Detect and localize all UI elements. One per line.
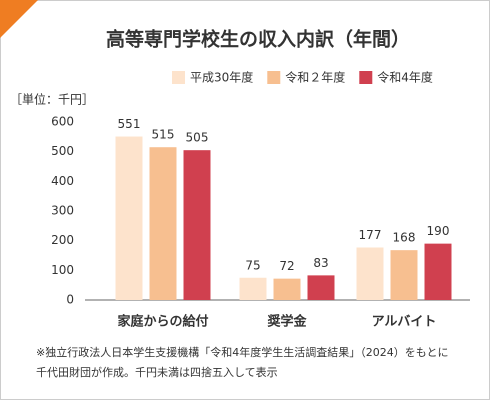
bar bbox=[390, 250, 418, 300]
legend-swatch bbox=[172, 71, 185, 84]
x-tick-label: アルバイト bbox=[372, 315, 437, 330]
value-label: 75 bbox=[245, 258, 260, 272]
bar bbox=[149, 147, 177, 300]
y-tick-label: 300 bbox=[51, 204, 74, 218]
legend-swatch bbox=[267, 71, 281, 84]
value-label: 177 bbox=[359, 228, 382, 242]
legend-swatch bbox=[359, 71, 373, 84]
y-axis-label: ［単位：千円］ bbox=[10, 92, 94, 107]
value-label: 515 bbox=[152, 128, 175, 142]
x-tick-label: 奨学金 bbox=[266, 314, 307, 330]
y-tick-label: 100 bbox=[51, 263, 74, 277]
bar bbox=[115, 136, 143, 300]
y-tick-label: 500 bbox=[51, 144, 74, 158]
y-tick-label: 400 bbox=[51, 174, 74, 188]
value-label: 190 bbox=[427, 224, 450, 238]
bar bbox=[183, 150, 211, 300]
value-label: 72 bbox=[279, 259, 294, 273]
chart-title: 高等専門学校生の収入内訳（年間） bbox=[106, 28, 410, 51]
corner-triangle bbox=[0, 0, 38, 38]
value-label: 83 bbox=[313, 256, 328, 270]
note: 千代田財団が作成。千円未満は四捨五入して表示 bbox=[36, 365, 278, 379]
legend-label: 平成30年度 bbox=[190, 70, 253, 85]
value-label: 551 bbox=[118, 117, 141, 131]
y-tick-label: 600 bbox=[51, 115, 74, 129]
bar bbox=[356, 247, 384, 300]
x-tick-label: 家庭からの給付 bbox=[117, 314, 208, 330]
bar bbox=[424, 243, 452, 300]
bar bbox=[307, 275, 335, 300]
y-tick-label: 200 bbox=[51, 233, 74, 247]
value-label: 168 bbox=[393, 231, 416, 245]
bar bbox=[239, 277, 267, 300]
bar bbox=[273, 278, 301, 300]
note: ※独立行政法人日本学生支援機構「令和4年度学生生活調査結果」（2024）をもとに bbox=[36, 345, 449, 359]
legend-label: 令和２年度 bbox=[285, 70, 345, 85]
legend-label: 令和4年度 bbox=[377, 70, 433, 85]
y-tick-label: 0 bbox=[66, 293, 74, 307]
value-label: 505 bbox=[186, 131, 209, 145]
